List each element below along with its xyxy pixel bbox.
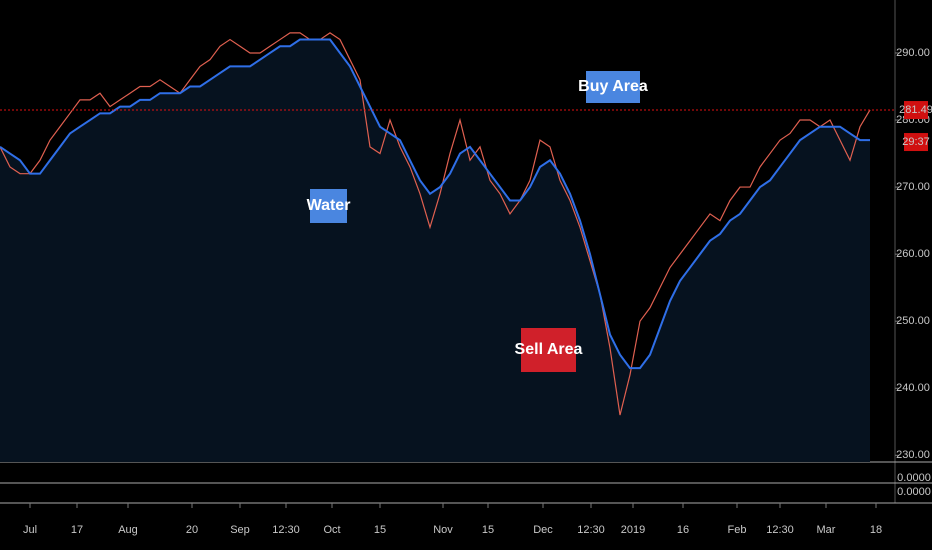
countdown-tag [904,133,928,152]
x-tick-label: Jul [23,524,37,536]
y-tick-label: 260.00 [896,248,930,260]
y-tick-label: 270.00 [896,181,930,193]
x-tick-label: 20 [186,524,198,536]
pane-label: 0.0000 [897,472,931,484]
x-tick-label: Dec [533,524,553,536]
x-tick-label: Mar [817,524,836,536]
water-area [0,39,870,463]
annotation-box [521,328,576,372]
annotation: Buy Area [578,78,648,95]
y-tick-label: 250.00 [896,315,930,327]
annotation: Sell Area [515,341,583,358]
annotation: Water [307,197,351,214]
x-tick-label: Nov [433,524,453,536]
x-tick-label: Feb [728,524,747,536]
annotation-box [586,71,640,103]
x-tick-label: Aug [118,524,138,536]
ma-line [0,38,870,370]
x-tick-label: Oct [323,524,340,536]
last-price-tag [904,101,928,120]
last-price-label: 281.49 [899,104,932,116]
x-tick-label: 15 [482,524,494,536]
x-tick-label: 16 [677,524,689,536]
y-tick-label: 240.00 [896,382,930,394]
x-tick-label: 12:30 [766,524,794,536]
x-tick-label: 12:30 [272,524,300,536]
price-line [0,32,871,416]
pane-label: 0.0000 [897,486,931,498]
x-tick-label: 15 [374,524,386,536]
x-tick-label: 12:30 [577,524,605,536]
x-tick-label: Sep [230,524,250,536]
annotation-box [310,189,347,223]
y-tick-label: 230.00 [896,449,930,461]
x-tick-label: 17 [71,524,83,536]
y-tick-label: 290.00 [896,47,930,59]
countdown-label: 29:37 [902,136,930,148]
x-tick-label: 18 [870,524,882,536]
x-tick-label: 2019 [621,524,645,536]
